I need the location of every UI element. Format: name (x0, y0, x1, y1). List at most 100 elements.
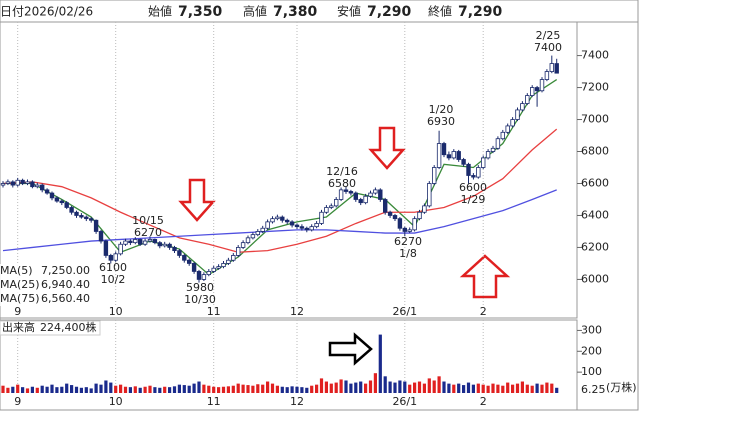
candle-body (30, 181, 35, 188)
candle-body (113, 253, 118, 261)
volume-legend-box (0, 320, 101, 336)
volume-bar (315, 384, 319, 393)
annotation: 12/16 (326, 165, 358, 178)
x-tick-label: 9 (14, 305, 21, 318)
volume-bar (231, 385, 235, 393)
volume-bar (182, 385, 186, 393)
candle-body (549, 63, 554, 72)
header-label: 終値 (428, 4, 452, 19)
candle-body (5, 181, 11, 184)
volume-bar (530, 385, 534, 393)
x-tick-label: 2 (480, 395, 487, 408)
candle-body (240, 242, 246, 248)
volume-bar (319, 378, 324, 393)
candle-body (294, 224, 300, 228)
header-label: 高値 (243, 4, 267, 19)
candle-body (348, 191, 354, 194)
volume-panel (0, 319, 578, 411)
volume-bar (290, 386, 294, 393)
candle-body (368, 192, 373, 197)
candle-body (89, 218, 94, 221)
volume-bar (79, 387, 83, 393)
candle-body (525, 95, 530, 104)
y-tick-label: 7000 (581, 113, 609, 126)
candle-body (250, 234, 256, 239)
volume-bar (344, 380, 348, 393)
annotation: 6100 (99, 261, 127, 274)
volume-bar (403, 381, 407, 393)
volume-bar (501, 385, 505, 393)
volume-bar (452, 384, 456, 393)
annotation: 10/30 (184, 293, 216, 306)
legend-name: MA(25) (0, 278, 40, 291)
x-tick-label: 10 (109, 395, 123, 408)
candle-body (172, 247, 177, 252)
annotation: 10/15 (132, 214, 164, 227)
y-tick-label: 100 (581, 365, 602, 378)
volume-bar (535, 383, 539, 393)
y-tick-label: 7400 (581, 49, 609, 62)
volume-bar (432, 380, 436, 393)
x-tick-label: 12 (290, 305, 304, 318)
x-tick-label: 11 (207, 305, 221, 318)
y-tick-label: 6400 (581, 208, 609, 221)
candle-body (495, 138, 501, 149)
volume-bar (442, 381, 446, 393)
volume-bar (550, 383, 554, 393)
volume-bar (30, 386, 34, 393)
y-tick-label: 200 (581, 344, 602, 357)
ma-line (2, 128, 558, 253)
price-panel (0, 21, 578, 319)
volume-bar (177, 384, 181, 393)
annotation: 10/2 (101, 273, 126, 286)
candle-body (373, 189, 378, 194)
candle-body (314, 223, 319, 228)
candle-body (554, 63, 559, 74)
volume-bar (388, 381, 392, 393)
annotation: 1/29 (461, 193, 486, 206)
candle-body (235, 247, 241, 256)
candle-body (412, 218, 417, 231)
volume-bar (324, 381, 328, 393)
volume-bar (285, 387, 289, 393)
candle-body (142, 240, 148, 245)
volume-bar (221, 386, 226, 393)
candle-body (407, 229, 412, 232)
candle-body (20, 179, 25, 184)
volume-bar (6, 387, 10, 393)
candle-body (147, 239, 153, 242)
volume-bar (217, 387, 221, 393)
header-value: 2026/02/26 (24, 5, 93, 19)
candle-body (289, 221, 295, 226)
candle-body (265, 221, 270, 229)
volume-bar (84, 387, 88, 393)
annotation: 1/20 (429, 103, 454, 116)
candle-body (182, 255, 187, 261)
candle-body (226, 259, 231, 264)
candle-body (476, 167, 481, 178)
candle-body (515, 109, 520, 120)
volume-bar (466, 382, 471, 393)
volume-bar (476, 383, 480, 393)
volume-bar (163, 386, 167, 393)
candle-body (231, 255, 236, 261)
candle-body (15, 179, 20, 186)
candle-body (255, 231, 260, 236)
candle-body (353, 192, 358, 200)
volume-bar (143, 386, 147, 393)
candle-body (417, 211, 422, 220)
volume-bar (393, 382, 397, 393)
candle-body (446, 154, 452, 159)
candle-body (167, 243, 172, 248)
legend-name: MA(5) (0, 264, 33, 277)
volume-bar (339, 379, 343, 393)
candle-body (530, 87, 535, 96)
annotation: 6600 (459, 181, 487, 194)
volume-bar (241, 384, 245, 393)
candle-body (451, 151, 456, 159)
candle-body (74, 211, 79, 216)
candle-body (137, 239, 143, 245)
volume-bar (413, 382, 417, 393)
candle-body (466, 163, 471, 176)
volume-bar (275, 385, 279, 393)
